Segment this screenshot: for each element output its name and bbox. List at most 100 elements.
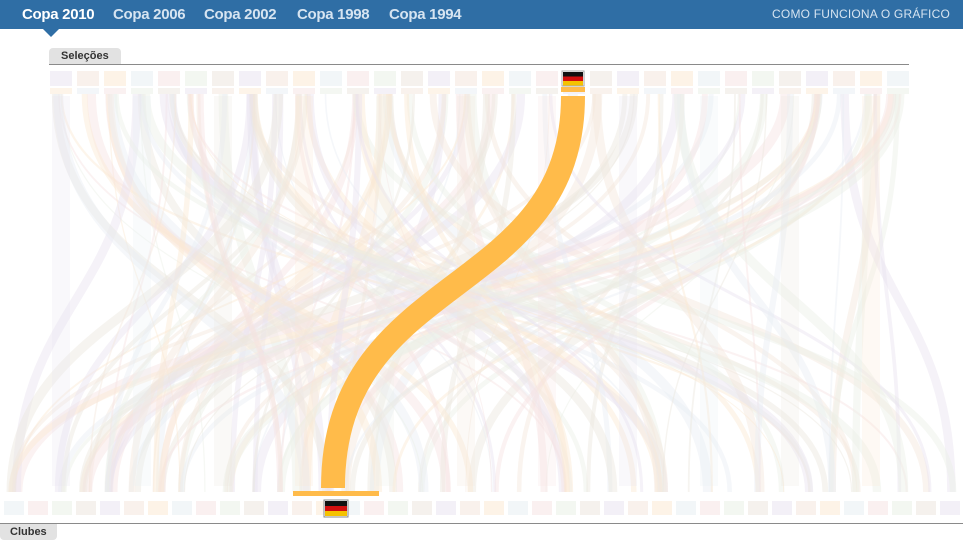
faded-flow (12, 93, 791, 493)
faded-flow (250, 93, 310, 493)
team-flag-slot (428, 71, 450, 86)
team-flow-bar (401, 88, 423, 94)
team-flag-slot (212, 71, 234, 86)
team-flow-bar (185, 88, 207, 94)
faded-flow (828, 93, 845, 493)
team-flag-slot (185, 71, 207, 86)
club-flag-slot (220, 501, 240, 515)
faded-flow (392, 93, 877, 493)
tab-copa-2006[interactable]: Copa 2006 (113, 6, 186, 23)
faded-flow (82, 93, 896, 493)
faded-flow (58, 93, 567, 493)
how-it-works-link[interactable]: COMO FUNCIONA O GRÁFICO (772, 7, 950, 21)
faded-flow (157, 93, 393, 493)
top-navigation-bar: Copa 2010 Copa 2006 Copa 2002 Copa 1998 … (0, 0, 963, 29)
faded-flow (662, 93, 768, 493)
team-flag-slot (779, 71, 801, 86)
faded-flow (406, 93, 785, 493)
faded-flow (167, 93, 668, 493)
faded-flow (249, 93, 861, 493)
faded-flow (179, 93, 842, 493)
faded-flow (462, 93, 662, 493)
club-flag-slot (76, 501, 96, 515)
faded-flow (277, 93, 740, 493)
club-flag-slot (292, 501, 312, 515)
tab-copa-2010[interactable]: Copa 2010 (22, 6, 95, 23)
faded-flow (754, 93, 794, 493)
faded-flow (277, 93, 768, 493)
faded-flow (196, 93, 284, 493)
faded-flow (107, 93, 429, 493)
teams-divider (49, 64, 909, 65)
club-flag-slot (484, 501, 504, 515)
club-flag-slot (604, 501, 624, 515)
team-flow-bar (293, 88, 315, 94)
club-flag-slot (196, 501, 216, 515)
faded-band (619, 96, 637, 486)
faded-flow (155, 93, 256, 493)
faded-flow (135, 93, 498, 493)
faded-flow (86, 93, 452, 493)
faded-flow (455, 93, 548, 493)
germany-highlight-flow (321, 95, 585, 489)
faded-flow (466, 93, 667, 493)
faded-band (862, 96, 880, 486)
team-flag-slot (806, 71, 828, 86)
club-flag-slot (508, 501, 528, 515)
club-flag-slot (268, 501, 288, 515)
club-flags-row (4, 501, 960, 515)
faded-flow (61, 93, 308, 493)
faded-flow (170, 93, 573, 493)
faded-flow (586, 93, 664, 493)
faded-flow (674, 93, 909, 493)
faded-flow (324, 93, 660, 493)
faded-flow (352, 93, 957, 493)
team-flow-bar (725, 88, 747, 94)
club-flag-slot (916, 501, 936, 515)
team-flag-slot (509, 71, 531, 86)
tab-copa-2002[interactable]: Copa 2002 (204, 6, 277, 23)
team-flag-slot (77, 71, 99, 86)
faded-flow (110, 93, 496, 493)
section-label-teams: Seleções (49, 48, 121, 64)
club-flag-slot (844, 501, 864, 515)
faded-band (214, 96, 232, 486)
faded-flow (349, 93, 822, 493)
section-label-clubs: Clubes (0, 524, 57, 540)
faded-flow (172, 93, 853, 493)
team-flag-slot (266, 71, 288, 86)
tab-copa-1998[interactable]: Copa 1998 (297, 6, 370, 23)
team-flow-bar (50, 88, 72, 94)
team-flag-slot (347, 71, 369, 86)
team-flag-slot (590, 71, 612, 86)
club-flag-slot (100, 501, 120, 515)
faded-flow (465, 93, 550, 493)
faded-flow (341, 93, 603, 493)
team-flag-slot (158, 71, 180, 86)
faded-flow (592, 93, 765, 493)
faded-flow (12, 93, 142, 493)
germany-club-flag-icon[interactable] (323, 499, 349, 518)
faded-flow (6, 93, 284, 493)
club-flag-slot (676, 501, 696, 515)
tab-copa-1994[interactable]: Copa 1994 (389, 6, 462, 23)
team-flag-slot (320, 71, 342, 86)
germany-team-flag-icon[interactable] (561, 70, 585, 87)
faded-flow (687, 93, 736, 493)
team-flow-bar (698, 88, 720, 94)
faded-flow (152, 93, 256, 493)
team-flow-bar (536, 88, 558, 94)
faded-flow (104, 93, 526, 493)
faded-flow (828, 93, 900, 493)
team-flow-bar (590, 88, 612, 94)
club-flag-slot (628, 501, 648, 515)
faded-flow (190, 93, 785, 493)
faded-flow (388, 93, 669, 493)
active-tab-caret (43, 29, 59, 37)
club-flag-slot (580, 501, 600, 515)
faded-flow (275, 93, 493, 493)
club-flag-slot (532, 501, 552, 515)
faded-flow (404, 93, 570, 493)
faded-flow (226, 93, 816, 493)
